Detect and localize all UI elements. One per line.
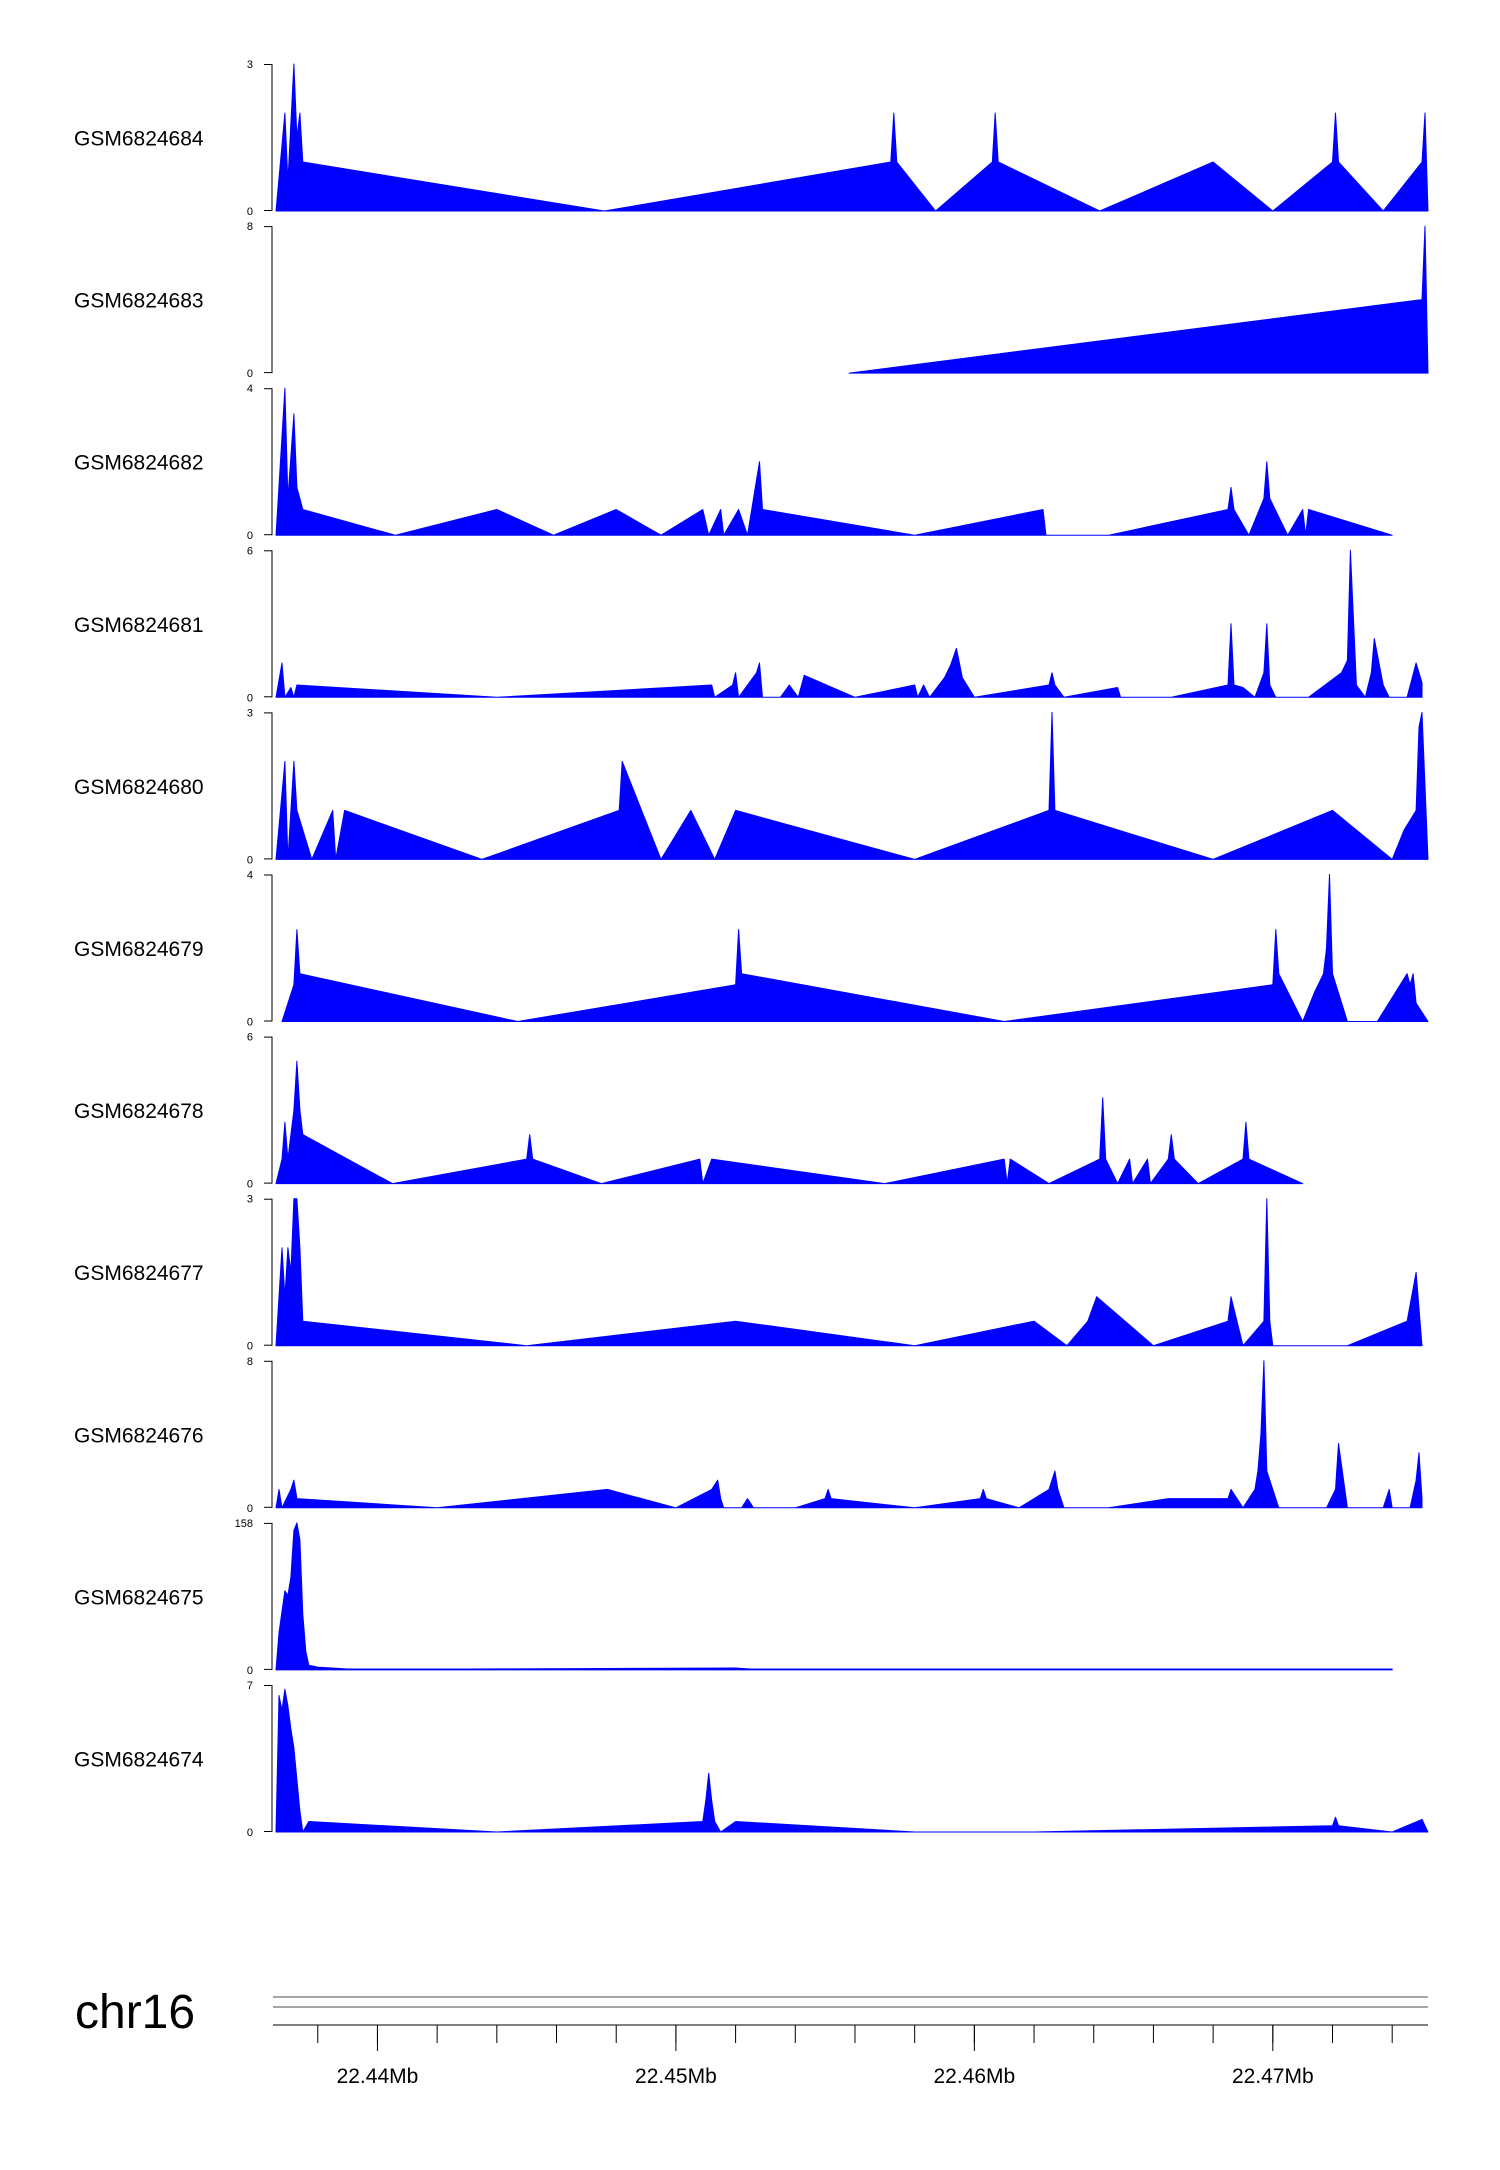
y-tick-label-min: 0 <box>247 854 253 866</box>
y-tick-label-min: 0 <box>247 1665 253 1677</box>
y-tick-label-min: 0 <box>247 206 253 218</box>
track-GSM6824684: GSM6824684 3 0 <box>74 59 1429 218</box>
chromosome-axis: chr16 22.44Mb 22.45Mb 22.46Mb 22.47Mb <box>75 1986 1428 2088</box>
genome-axis-tick-label: 22.44Mb <box>337 2065 419 2088</box>
track-label: GSM6824682 <box>74 452 204 475</box>
track-label: GSM6824683 <box>74 290 204 313</box>
track-area <box>275 549 1423 698</box>
track-area <box>848 225 1429 374</box>
y-tick-label-max: 3 <box>247 59 253 71</box>
y-tick-label-max: 6 <box>247 1032 253 1044</box>
track-GSM6824680: GSM6824680 3 0 <box>74 707 1429 866</box>
y-tick-label-max: 7 <box>247 1680 253 1692</box>
y-tick-label-min: 0 <box>247 1503 253 1515</box>
chromosome-label: chr16 <box>75 1986 195 2039</box>
track-GSM6824683: GSM6824683 8 0 <box>74 221 1429 380</box>
track-area <box>275 63 1429 212</box>
genome-axis-tick-label: 22.45Mb <box>635 2065 717 2088</box>
y-tick-label-max: 8 <box>247 221 253 233</box>
y-tick-label-min: 0 <box>247 1179 253 1191</box>
track-GSM6824681: GSM6824681 6 0 <box>74 545 1423 704</box>
track-area <box>281 874 1429 1022</box>
track-area <box>275 1360 1423 1509</box>
genome-axis-tick-label: 22.46Mb <box>933 2065 1015 2088</box>
track-label: GSM6824674 <box>74 1749 204 1772</box>
y-tick-label-min: 0 <box>247 1017 253 1029</box>
track-GSM6824677: GSM6824677 3 0 <box>74 1194 1423 1353</box>
y-tick-label-max: 158 <box>235 1518 253 1530</box>
track-area <box>275 1198 1423 1347</box>
track-label: GSM6824681 <box>74 614 204 637</box>
track-label: GSM6824684 <box>74 128 204 151</box>
track-label: GSM6824675 <box>74 1586 204 1609</box>
track-area <box>275 1522 1393 1671</box>
track-GSM6824682: GSM6824682 4 0 <box>74 383 1393 542</box>
y-tick-label-max: 3 <box>247 1194 253 1206</box>
track-label: GSM6824680 <box>74 776 204 799</box>
data-tracks: GSM682468430GSM682468380GSM682468240GSM6… <box>74 59 1429 1839</box>
track-area <box>275 1688 1429 1833</box>
track-GSM6824675: GSM6824675 158 0 <box>74 1518 1393 1677</box>
y-tick-label-max: 4 <box>247 383 253 395</box>
y-tick-label-max: 8 <box>247 1356 253 1368</box>
track-GSM6824678: GSM6824678 6 0 <box>74 1032 1304 1191</box>
y-tick-label-min: 0 <box>247 1827 253 1839</box>
track-label: GSM6824676 <box>74 1424 204 1447</box>
genome-axis-tick-label: 22.47Mb <box>1232 2065 1314 2088</box>
y-tick-label-min: 0 <box>247 368 253 380</box>
y-tick-label-min: 0 <box>247 692 253 704</box>
track-area <box>275 711 1429 860</box>
y-tick-label-min: 0 <box>247 1341 253 1353</box>
track-label: GSM6824677 <box>74 1262 204 1285</box>
track-GSM6824676: GSM6824676 8 0 <box>74 1356 1423 1515</box>
track-area <box>275 1060 1304 1185</box>
y-tick-label-min: 0 <box>247 530 253 542</box>
y-tick-label-max: 3 <box>247 707 253 719</box>
track-GSM6824679: GSM6824679 4 0 <box>74 870 1429 1029</box>
track-label: GSM6824679 <box>74 938 204 961</box>
track-area <box>275 387 1393 536</box>
y-tick-label-max: 4 <box>247 870 253 882</box>
track-GSM6824674: GSM6824674 7 0 <box>74 1680 1429 1839</box>
y-tick-label-max: 6 <box>247 545 253 557</box>
track-label: GSM6824678 <box>74 1100 204 1123</box>
